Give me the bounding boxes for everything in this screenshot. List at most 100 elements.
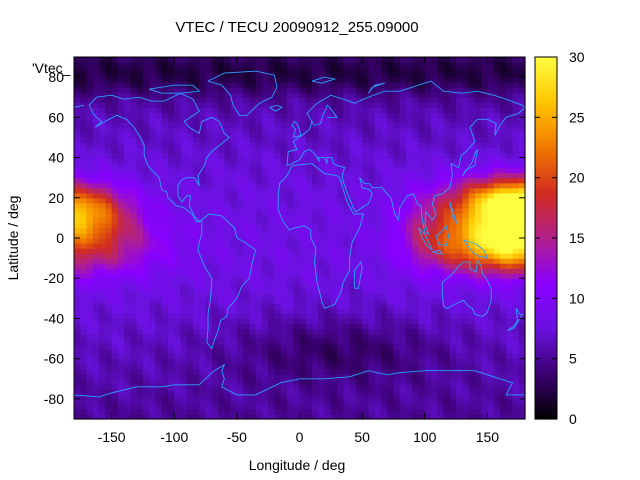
heatmap-cell <box>380 328 388 335</box>
heatmap-cell <box>474 293 482 299</box>
heatmap-cell <box>412 182 420 189</box>
heatmap-cell <box>161 87 169 93</box>
heatmap-cell <box>418 268 426 274</box>
heatmap-cell <box>249 82 257 88</box>
heatmap-cell <box>512 268 520 274</box>
heatmap-cell <box>211 333 219 340</box>
heatmap-cell <box>149 202 157 209</box>
heatmap-cell <box>86 102 94 108</box>
heatmap-cell <box>124 102 131 108</box>
heatmap-cell <box>355 92 363 98</box>
heatmap-cell <box>142 243 150 249</box>
heatmap-cell <box>468 348 476 355</box>
heatmap-cell <box>199 87 207 93</box>
heatmap-cell <box>437 278 445 284</box>
heatmap-cell <box>380 137 388 144</box>
heatmap-cell <box>324 298 332 304</box>
heatmap-cell <box>368 243 376 249</box>
heatmap-cell <box>293 238 301 244</box>
heatmap-cell <box>142 278 150 284</box>
heatmap-cell <box>380 72 388 78</box>
heatmap-cell <box>205 353 213 360</box>
heatmap-cell <box>481 102 489 108</box>
heatmap-cell <box>312 388 319 395</box>
heatmap-cell <box>299 238 307 244</box>
heatmap-cell <box>249 388 257 395</box>
heatmap-cell <box>86 97 94 103</box>
heatmap-cell <box>280 343 288 350</box>
heatmap-cell <box>518 323 526 330</box>
heatmap-cell <box>405 278 413 284</box>
heatmap-cell <box>443 348 451 355</box>
heatmap-cell <box>199 343 207 350</box>
heatmap-cell <box>449 263 457 269</box>
heatmap-cell <box>268 222 276 229</box>
heatmap-cell <box>512 202 520 209</box>
heatmap-cell <box>362 177 369 184</box>
heatmap-cell <box>218 222 225 229</box>
heatmap-cell <box>186 388 194 395</box>
heatmap-cell <box>92 182 100 189</box>
heatmap-cell <box>518 348 526 355</box>
heatmap-cell <box>236 147 244 154</box>
heatmap-cell <box>487 227 495 234</box>
heatmap-cell <box>230 187 238 194</box>
heatmap-cell <box>286 152 294 159</box>
heatmap-cell <box>236 117 244 123</box>
heatmap-cell <box>431 353 438 360</box>
heatmap-cell <box>456 152 463 159</box>
heatmap-cell <box>205 363 213 370</box>
heatmap-cell <box>387 413 395 420</box>
heatmap-cell <box>293 232 301 239</box>
heatmap-cell <box>261 212 269 219</box>
heatmap-cell <box>343 227 351 234</box>
heatmap-cell <box>474 278 482 284</box>
heatmap-cell <box>180 77 188 83</box>
heatmap-cell <box>243 222 250 229</box>
heatmap-cell <box>280 152 288 159</box>
heatmap-cell <box>512 388 520 395</box>
heatmap-cell <box>380 398 388 405</box>
heatmap-cell <box>387 142 395 149</box>
heatmap-cell <box>499 117 507 123</box>
heatmap-cell <box>387 328 395 335</box>
heatmap-cell <box>280 288 288 294</box>
heatmap-cell <box>374 413 382 420</box>
heatmap-cell <box>299 413 307 420</box>
heatmap-cell <box>230 328 238 335</box>
heatmap-cell <box>130 328 138 335</box>
heatmap-cell <box>142 202 150 209</box>
heatmap-cell <box>111 358 119 365</box>
heatmap-cell <box>299 373 307 380</box>
heatmap-cell <box>374 368 382 375</box>
heatmap-cell <box>74 283 81 289</box>
heatmap-cell <box>274 303 282 309</box>
heatmap-cell <box>205 92 213 98</box>
heatmap-cell <box>424 308 432 315</box>
heatmap-cell <box>512 132 520 139</box>
heatmap-cell <box>136 373 144 380</box>
heatmap-cell <box>368 348 376 355</box>
heatmap-cell <box>236 308 244 315</box>
heatmap-cell <box>512 368 520 375</box>
heatmap-cell <box>174 107 182 113</box>
heatmap-cell <box>443 177 451 184</box>
heatmap-cell <box>337 408 344 415</box>
heatmap-cell <box>280 212 288 219</box>
heatmap-cell <box>74 142 81 149</box>
heatmap-cell <box>249 403 257 410</box>
heatmap-cell <box>199 112 207 118</box>
heatmap-cell <box>236 77 244 83</box>
heatmap-cell <box>343 378 351 385</box>
heatmap-cell <box>299 393 307 400</box>
heatmap-cell <box>343 383 351 390</box>
heatmap-cell <box>387 232 395 239</box>
heatmap-cell <box>199 288 207 294</box>
heatmap-cell <box>130 232 138 239</box>
heatmap-cell <box>99 368 106 375</box>
heatmap-cell <box>155 243 163 249</box>
heatmap-cell <box>468 293 476 299</box>
heatmap-cell <box>506 328 514 335</box>
heatmap-cell <box>124 248 131 254</box>
heatmap-cell <box>130 303 138 309</box>
